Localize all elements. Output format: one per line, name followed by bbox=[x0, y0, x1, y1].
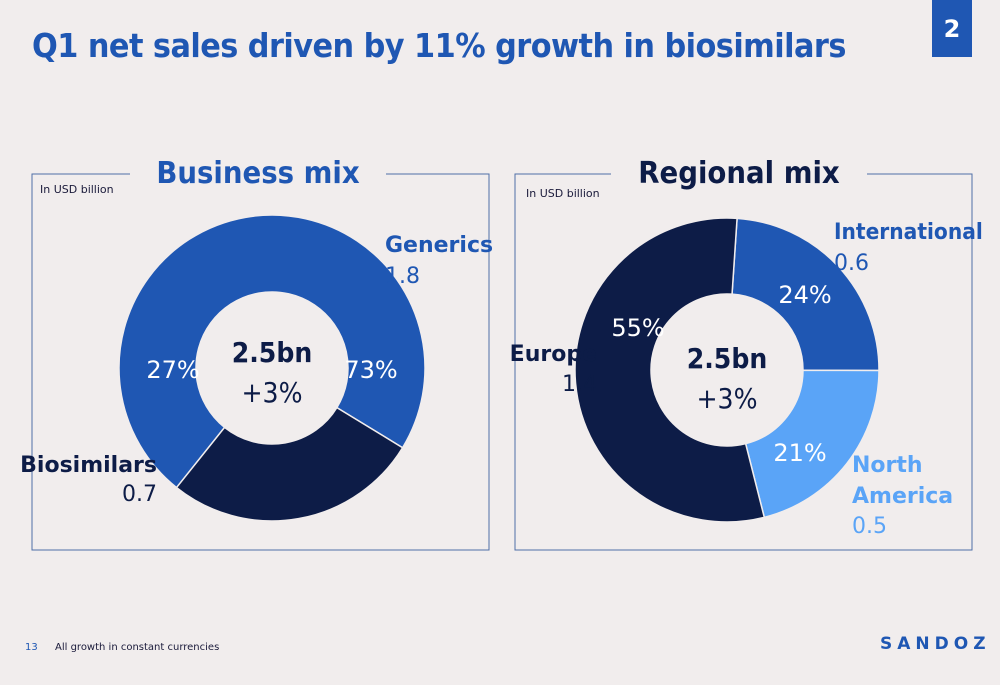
generics-value-label: 1.8 bbox=[385, 264, 420, 289]
footer-page-number: 13 bbox=[25, 642, 38, 653]
regional-mix-panel: Regional mix In USD billion 2.5bn +3% 24… bbox=[510, 155, 983, 551]
regional-mix-unit-label: In USD billion bbox=[526, 187, 600, 200]
generics-name-label: Generics bbox=[385, 233, 493, 258]
business-mix-center-growth: +3% bbox=[241, 377, 302, 410]
international-name-label: International bbox=[834, 218, 983, 244]
sandoz-logo: SANDOZ bbox=[880, 634, 991, 654]
business-mix-center-value: 2.5bn bbox=[232, 337, 313, 370]
biosimilars-name-label: Biosimilars bbox=[20, 453, 157, 478]
north-america-value-label: 0.5 bbox=[852, 514, 887, 539]
north-america-name-line-1: North bbox=[852, 453, 923, 478]
north-america-name-line-2: America bbox=[852, 484, 953, 509]
page-title: Q1 net sales driven by 11% growth in bio… bbox=[32, 26, 846, 65]
regional-mix-center-value: 2.5bn bbox=[687, 343, 768, 376]
footer-note: All growth in constant currencies bbox=[55, 642, 220, 653]
international-value-label: 0.6 bbox=[834, 251, 869, 276]
generics-percent-label: 73% bbox=[344, 356, 397, 384]
page-number-badge: 2 bbox=[932, 0, 972, 57]
biosimilars-value-label: 0.7 bbox=[122, 482, 157, 507]
north-america-percent-label: 21% bbox=[773, 439, 826, 467]
international-slice bbox=[731, 217, 880, 372]
north-america-slice bbox=[744, 369, 880, 519]
business-mix-panel: Business mix In USD billion 2.5bn +3% 73… bbox=[20, 155, 493, 551]
europe-name-label: Europe bbox=[510, 342, 597, 367]
business-mix-title: Business mix bbox=[156, 155, 360, 190]
international-percent-label: 24% bbox=[778, 281, 831, 309]
regional-mix-frame bbox=[514, 173, 973, 551]
generics-slice bbox=[118, 214, 426, 489]
europe-percent-label: 55% bbox=[611, 314, 664, 342]
biosimilars-slice bbox=[175, 406, 404, 522]
regional-mix-center-growth: +3% bbox=[696, 383, 757, 416]
regional-mix-title: Regional mix bbox=[638, 155, 840, 190]
business-mix-frame bbox=[31, 173, 490, 551]
europe-slice bbox=[574, 217, 766, 523]
business-mix-unit-label: In USD billion bbox=[40, 183, 114, 196]
business-mix-donut bbox=[118, 214, 426, 522]
europe-value-label: 1.4 bbox=[562, 372, 597, 397]
biosimilars-percent-label: 27% bbox=[146, 356, 199, 384]
regional-mix-donut bbox=[574, 217, 880, 523]
north-america-name-label: North America bbox=[852, 453, 953, 509]
